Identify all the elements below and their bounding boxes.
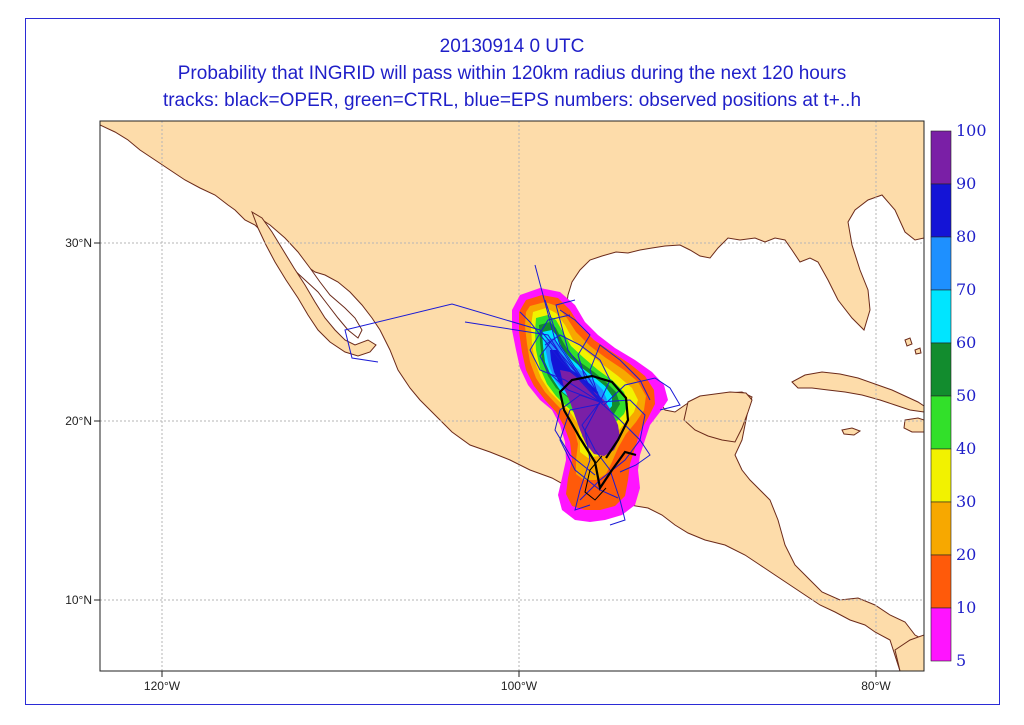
chart-title-probability: Probability that INGRID will pass within… xyxy=(177,63,847,84)
eps-track xyxy=(534,264,601,403)
eps-track xyxy=(599,401,651,473)
eps-track xyxy=(544,334,611,403)
map-border xyxy=(99,120,925,672)
colorbar-label: 70 xyxy=(956,280,977,299)
colorbar-swatch xyxy=(930,395,952,450)
eps-track xyxy=(559,309,599,401)
eps-track xyxy=(464,321,601,403)
oper-track xyxy=(558,374,637,491)
baja-california xyxy=(251,210,377,357)
colorbar-label: 80 xyxy=(956,227,977,246)
colorbar-label: 90 xyxy=(956,174,977,193)
lat-label-10n: 10°N xyxy=(65,593,92,607)
jamaica xyxy=(841,427,862,436)
colorbar-label: 10 xyxy=(956,598,977,617)
colorbar-swatch xyxy=(930,183,952,238)
eps-track xyxy=(529,314,601,403)
colorbar-swatch xyxy=(930,130,952,185)
colorbar-swatch xyxy=(930,289,952,344)
eps-tracks xyxy=(344,264,681,526)
eps-track xyxy=(581,401,626,526)
colorbar-label: 5 xyxy=(956,651,967,670)
eps-track xyxy=(519,311,604,403)
eps-track xyxy=(603,377,681,411)
colorbar-label: 30 xyxy=(956,492,977,511)
eps-track xyxy=(574,401,601,511)
colorbar-swatch xyxy=(930,607,952,662)
colorbar-swatch xyxy=(930,501,952,556)
lon-label-120w: 120°W xyxy=(144,679,181,693)
colorbar-label: 100 xyxy=(956,121,987,140)
graticule xyxy=(100,121,924,671)
eps-track xyxy=(579,399,646,501)
colorbar-label: 20 xyxy=(956,545,977,564)
colorbar xyxy=(930,130,952,662)
south-america-tip xyxy=(894,634,924,671)
oper-track-secondary xyxy=(584,455,607,501)
yucatan-peninsula xyxy=(683,391,753,443)
prob-band-90 xyxy=(560,370,620,456)
lat-label-20n: 20°N xyxy=(65,414,92,428)
eps-track xyxy=(544,299,603,405)
eps-track xyxy=(555,299,604,404)
colorbar-swatch xyxy=(930,448,952,503)
colorbar-label: 50 xyxy=(956,386,977,405)
cuba xyxy=(791,371,924,413)
axis-ticks xyxy=(94,242,877,677)
lon-label-80w: 80°W xyxy=(861,679,891,693)
eps-track xyxy=(344,303,601,403)
eps-track xyxy=(539,339,601,403)
landmass-north-america xyxy=(100,121,924,671)
lon-label-100w: 100°W xyxy=(501,679,538,693)
colorbar-swatch xyxy=(930,342,952,397)
chart-title-tracks-legend: tracks: black=OPER, green=CTRL, blue=EPS… xyxy=(162,90,862,111)
colorbar-swatch xyxy=(930,554,952,609)
colorbar-label: 60 xyxy=(956,333,977,352)
figure-frame xyxy=(25,18,1000,705)
bahamas-islands xyxy=(904,337,922,355)
colorbar-label: 40 xyxy=(956,439,977,458)
lat-label-30n: 30°N xyxy=(65,236,92,250)
hispaniola xyxy=(903,417,924,433)
chart-title-date: 20130914 0 UTC xyxy=(439,36,585,57)
colorbar-swatch xyxy=(930,236,952,291)
